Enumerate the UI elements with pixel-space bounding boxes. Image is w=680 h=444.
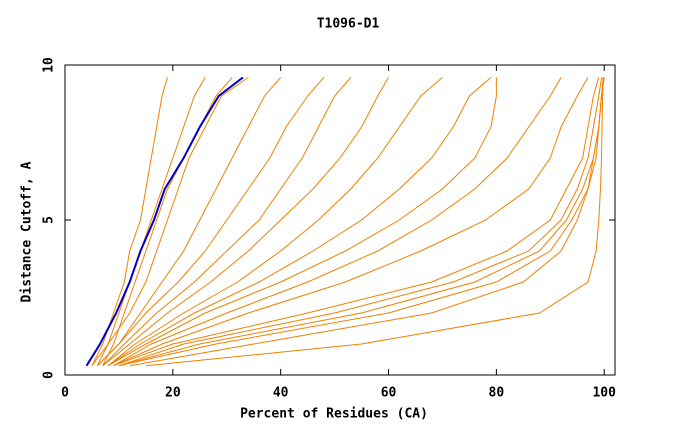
data-line: [102, 77, 389, 367]
data-line: [113, 77, 562, 367]
data-line: [96, 77, 206, 366]
x-axis-label: Percent of Residues (CA): [240, 407, 428, 422]
data-line: [118, 77, 605, 367]
data-line: [107, 77, 492, 367]
data-line: [113, 77, 589, 367]
x-tick-label: 80: [489, 386, 505, 401]
y-axis-label: Distance Cutoff, A: [20, 161, 35, 302]
data-line: [102, 77, 233, 366]
x-tick-label: 60: [381, 386, 397, 401]
data-line: [96, 77, 325, 367]
data-line: [118, 77, 603, 367]
data-line: [113, 77, 600, 367]
y-tick-label: 0: [42, 371, 57, 379]
data-line: [145, 77, 604, 367]
data-line: [107, 77, 443, 367]
y-tick-label: 10: [42, 57, 57, 73]
data-line: [129, 77, 605, 367]
data-line: [91, 76, 249, 366]
x-tick-label: 0: [61, 386, 69, 401]
data-line: [107, 77, 497, 367]
x-tick-label: 40: [273, 386, 289, 401]
data-line: [118, 77, 604, 367]
x-tick-label: 100: [592, 386, 616, 401]
y-tick-label: 5: [42, 216, 57, 224]
data-line: [85, 76, 244, 367]
data-line: [96, 77, 282, 367]
data-line: [102, 77, 352, 367]
x-tick-label: 20: [165, 386, 181, 401]
chart-title: T1096-D1: [317, 17, 380, 32]
